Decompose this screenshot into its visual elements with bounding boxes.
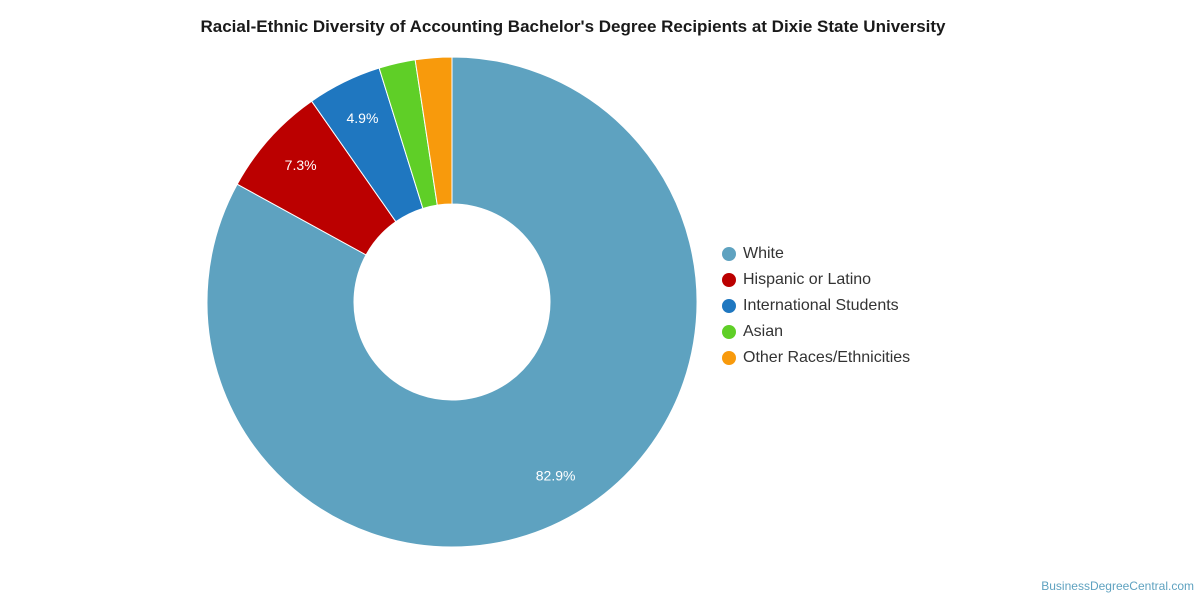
legend-label: Other Races/Ethnicities	[743, 349, 911, 366]
legend-swatch-icon	[722, 325, 736, 339]
legend-item-other-races-ethnicities[interactable]: Other Races/Ethnicities	[722, 345, 910, 371]
legend-item-white[interactable]: White	[722, 241, 910, 267]
legend-item-international-students[interactable]: International Students	[722, 293, 910, 319]
legend-label: White	[743, 245, 784, 262]
source-credit[interactable]: BusinessDegreeCentral.com	[1041, 579, 1194, 593]
legend-item-hispanic-or-latino[interactable]: Hispanic or Latino	[722, 267, 910, 293]
data-label-international-students: 4.9%	[346, 110, 378, 126]
legend-swatch-icon	[722, 351, 736, 365]
slice-other-races-ethnicities[interactable]	[414, 56, 453, 206]
legend-label: Asian	[743, 323, 784, 340]
legend-item-asian[interactable]: Asian	[722, 319, 910, 345]
chart-title: Racial-Ethnic Diversity of Accounting Ba…	[200, 17, 946, 36]
chart-legend: White Hispanic or Latino International Stu…	[722, 241, 910, 371]
legend-swatch-icon	[722, 247, 736, 261]
legend-label: International Students	[743, 297, 899, 314]
legend-label: Hispanic or Latino	[743, 271, 872, 288]
legend-swatch-icon	[722, 299, 736, 313]
data-label-white: 82.9%	[536, 468, 576, 484]
legend-swatch-icon	[722, 273, 736, 287]
slice-white[interactable]	[206, 56, 698, 548]
data-label-hispanic-or-latino: 7.3%	[285, 157, 317, 173]
